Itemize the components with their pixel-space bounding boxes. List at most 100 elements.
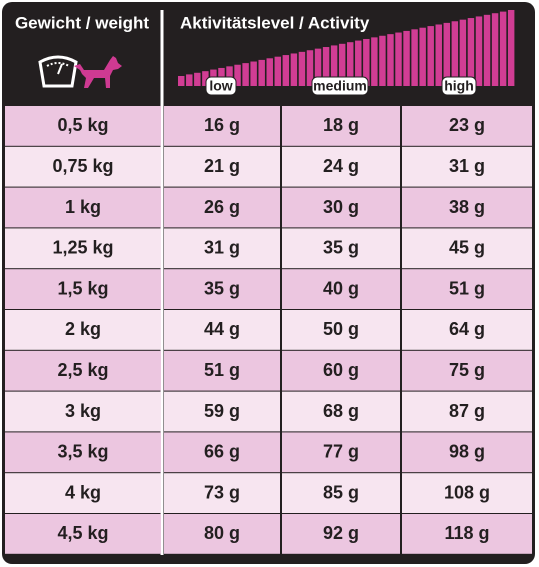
ramp-bar (483, 14, 491, 86)
portion-cell: 24 g (323, 156, 359, 176)
ramp-bar (435, 24, 442, 86)
weight-header: Gewicht / weight (15, 13, 149, 32)
ramp-bar (443, 22, 451, 86)
ramp-bar (371, 37, 378, 86)
ramp-bar (403, 30, 410, 87)
scale-dog-icon (38, 55, 122, 88)
portion-cell: 60 g (323, 360, 359, 380)
weight-cell: 1 kg (65, 197, 101, 217)
ramp-bar (411, 29, 418, 86)
table-cell (402, 228, 532, 269)
portion-cell: 30 g (323, 197, 359, 217)
portion-cell: 66 g (204, 442, 240, 462)
ramp-bar (274, 56, 282, 86)
table-cell (5, 391, 161, 432)
ramp-bar (266, 58, 273, 86)
table-cell (282, 269, 400, 309)
weight-cell: 4 kg (65, 482, 101, 502)
portion-cell: 23 g (449, 115, 485, 135)
portion-cell: 118 g (444, 523, 489, 543)
ramp-bar (507, 10, 515, 86)
portion-cell: 51 g (449, 278, 485, 298)
table-cell (164, 391, 280, 432)
table-cell (282, 473, 400, 513)
table-cell (164, 432, 280, 473)
activity-ramp (178, 10, 515, 87)
ramp-bar (379, 35, 386, 86)
ramp-bar (363, 38, 370, 86)
ramp-bar (194, 72, 201, 86)
portion-cell: 16 g (204, 115, 240, 135)
table-cell (402, 391, 532, 432)
table-cell (402, 310, 532, 350)
ramp-bar (459, 19, 467, 86)
portion-cell: 31 g (204, 238, 240, 258)
table-cell (5, 473, 161, 513)
table-cell (402, 106, 532, 146)
ramp-bar (451, 21, 459, 86)
table-cell (164, 514, 280, 554)
ramp-bar (226, 66, 233, 86)
ramp-bar (282, 55, 290, 86)
table-cell (164, 146, 280, 187)
table-cell (164, 228, 280, 269)
ramp-bar (202, 71, 209, 86)
table-cell (402, 514, 532, 554)
portion-cell: 45 g (449, 238, 485, 258)
ramp-bar (467, 18, 475, 86)
ramp-bar (387, 34, 394, 86)
ramp-bar (499, 11, 507, 86)
portion-cell: 73 g (204, 482, 240, 502)
portion-cell: 18 g (323, 115, 359, 135)
ramp-bar (395, 32, 402, 86)
table-cell (282, 228, 400, 269)
portion-cell: 75 g (449, 360, 485, 380)
ramp-bar (250, 61, 257, 86)
ramp-bar (322, 47, 330, 86)
portion-cell: 35 g (323, 238, 359, 258)
weight-cell: 1,25 kg (52, 238, 113, 258)
table-cell (5, 310, 161, 350)
table-cell (5, 146, 161, 187)
table-cell (164, 269, 280, 309)
table-cell (402, 432, 532, 473)
weight-cell: 3,5 kg (57, 442, 108, 462)
ramp-bar (491, 13, 499, 86)
ramp-bar (419, 27, 426, 86)
portion-cell: 38 g (449, 197, 485, 217)
table-cell (282, 146, 400, 187)
ramp-bar (475, 16, 483, 86)
portion-cell: 35 g (204, 278, 240, 298)
level-pill (205, 76, 237, 96)
table-cell (5, 228, 161, 269)
portion-cell: 87 g (449, 401, 485, 421)
level-label: medium (313, 78, 367, 94)
portion-cell: 64 g (449, 319, 485, 339)
portion-cell: 98 g (449, 442, 485, 462)
portion-cell: 68 g (323, 401, 359, 421)
table-cell (164, 106, 280, 146)
table-cell (164, 187, 280, 228)
ramp-bar (355, 40, 362, 86)
table-cell (282, 514, 400, 554)
table-cell (5, 350, 161, 391)
activity-header: Aktivitätslevel / Activity (180, 13, 370, 32)
table-cell (5, 106, 161, 146)
ramp-bar (234, 64, 241, 86)
weight-cell: 2 kg (65, 319, 101, 339)
weight-cell: 4,5 kg (57, 523, 108, 543)
table-cell (5, 432, 161, 473)
ramp-bar (338, 43, 346, 86)
weight-cell: 0,5 kg (57, 115, 108, 135)
table-cell (282, 350, 400, 391)
ramp-bar (427, 26, 434, 86)
portion-cell: 50 g (323, 319, 359, 339)
portion-cell: 31 g (449, 156, 485, 176)
table-cell (164, 350, 280, 391)
ramp-bar (330, 45, 338, 86)
portion-cell: 26 g (204, 197, 240, 217)
portion-cell: 51 g (204, 360, 240, 380)
table-cell (282, 432, 400, 473)
table-cell (282, 106, 400, 146)
portion-cell: 92 g (323, 523, 359, 543)
